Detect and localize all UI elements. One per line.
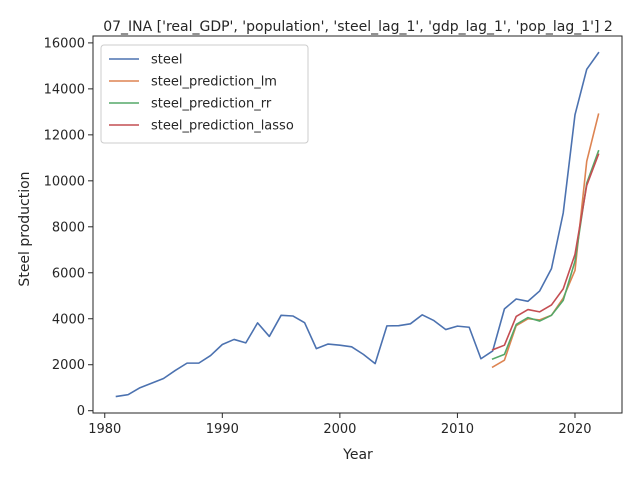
legend-label-steel-prediction-lasso: steel_prediction_lasso — [151, 119, 294, 134]
legend-box — [100, 44, 309, 144]
y-tick-label: 10000 — [44, 174, 85, 189]
y-tick-label: 2000 — [52, 358, 85, 373]
legend-label-steel-prediction-rr: steel_prediction_rr — [151, 97, 272, 112]
y-tick-label: 4000 — [52, 312, 85, 327]
legend-label-steel: steel — [151, 53, 182, 68]
legend: steel steel_prediction_lm steel_prediction… — [100, 44, 309, 144]
x-tick-label: 2010 — [441, 422, 474, 437]
legend-label-steel-prediction-lm: steel_prediction_lm — [151, 75, 277, 90]
plot-area: 1980 1990 2000 2010 2020 0 2000 4000 6000 8000 100… — [44, 35, 623, 437]
axes-frame — [92, 35, 623, 414]
series-line-steel-prediction-lm — [491, 113, 600, 369]
y-tick-label: 16000 — [44, 36, 85, 51]
chart-title: 07_INA ['real_GDP', 'population', 'steel… — [103, 19, 613, 35]
x-tick-label: 2000 — [323, 422, 356, 437]
x-tick-label: 1980 — [88, 422, 121, 437]
y-tick-label: 6000 — [52, 266, 85, 281]
x-tick-label: 2020 — [558, 422, 591, 437]
y-tick-label: 8000 — [52, 220, 85, 235]
y-axis-label: Steel production — [17, 171, 33, 286]
series-line-steel — [115, 51, 600, 398]
series-line-steel-prediction-rr — [491, 149, 600, 361]
x-tick-label: 1990 — [206, 422, 239, 437]
series-line-steel-prediction-lasso — [491, 153, 600, 351]
y-tick-label: 0 — [77, 404, 85, 419]
x-axis-label: Year — [342, 447, 373, 463]
y-tick-label: 14000 — [44, 82, 85, 97]
y-tick-label: 12000 — [44, 128, 85, 143]
